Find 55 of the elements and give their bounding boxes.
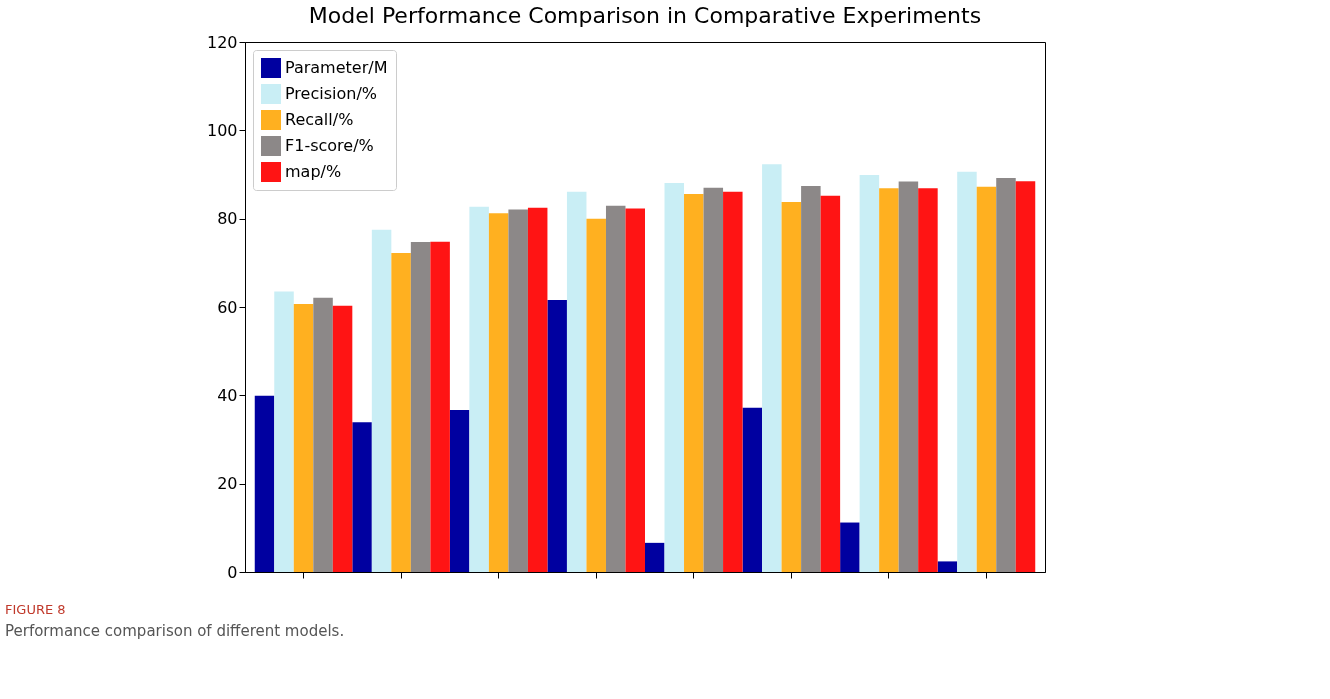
bar — [762, 164, 782, 572]
bar — [1015, 181, 1036, 572]
bar — [508, 209, 528, 572]
legend-label: Recall/% — [285, 110, 354, 129]
bar — [605, 205, 626, 572]
bar — [371, 229, 392, 572]
bar — [586, 218, 606, 572]
legend-label: Precision/% — [285, 84, 377, 103]
bar — [293, 303, 314, 572]
y-tick-label: 20 — [217, 474, 238, 494]
bar — [410, 242, 431, 572]
bar — [781, 201, 802, 572]
chart-title: Model Performance Comparison in Comparative Experiments — [308, 3, 982, 28]
legend-label: Parameter/M — [285, 58, 388, 77]
y-tick-label: 0 — [227, 562, 238, 582]
bar — [859, 174, 880, 572]
bar — [840, 522, 860, 572]
y-tick-label: 120 — [206, 32, 238, 52]
bar — [703, 187, 724, 572]
bar — [976, 186, 997, 572]
bar — [918, 188, 938, 572]
bar — [957, 171, 977, 572]
bar — [996, 178, 1016, 572]
bar — [430, 241, 450, 572]
y-tick-label: 100 — [206, 120, 238, 140]
y-tick-label: 80 — [217, 209, 238, 229]
bar — [566, 191, 587, 572]
text: Performance comparison of different models. — [5, 622, 345, 640]
y-tick-label: 60 — [217, 297, 238, 317]
bar — [664, 182, 685, 572]
bar — [254, 395, 275, 572]
bar — [625, 208, 645, 572]
bar — [332, 305, 353, 572]
bar — [742, 407, 763, 572]
bar — [547, 299, 567, 572]
bar — [801, 185, 821, 572]
bar — [488, 213, 509, 572]
bar — [879, 188, 899, 572]
bar — [449, 409, 470, 572]
y-tick-label: 40 — [217, 385, 238, 405]
bar — [820, 195, 841, 572]
bar — [645, 542, 665, 572]
bar — [469, 206, 489, 572]
bar — [274, 291, 294, 572]
bar — [391, 253, 411, 572]
caption: FIGURE 8 — [5, 602, 66, 617]
bar — [684, 193, 704, 572]
bar — [937, 561, 958, 572]
bar — [898, 181, 919, 572]
legend-label: F1-score/% — [285, 136, 374, 155]
bar — [313, 297, 333, 572]
bar — [527, 207, 548, 572]
bar — [723, 191, 743, 572]
legend-label: map/% — [285, 162, 342, 181]
bar — [352, 422, 372, 572]
